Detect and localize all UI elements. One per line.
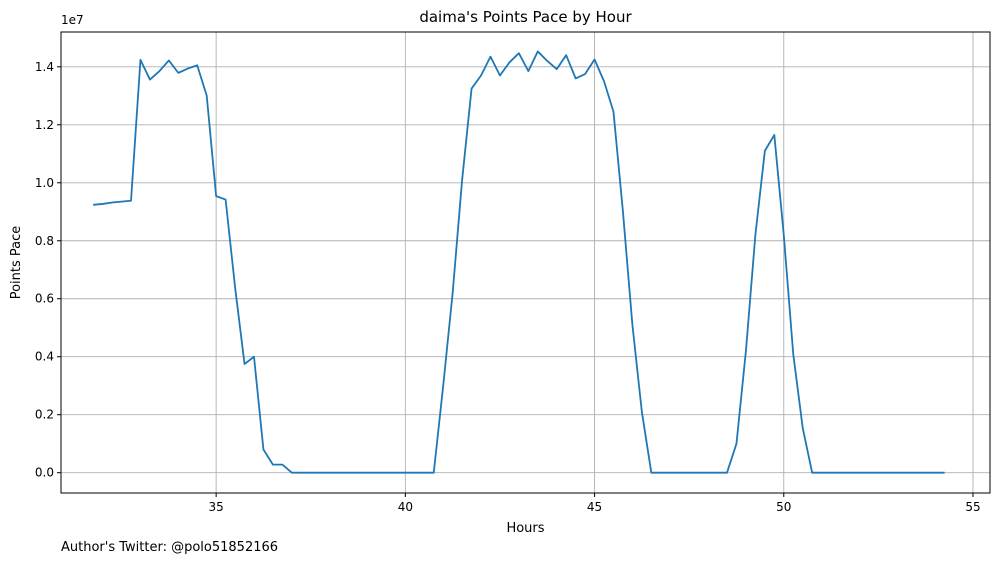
y-tick-label: 0.8 xyxy=(35,234,54,248)
x-tick-label: 40 xyxy=(398,500,413,514)
author-credit: Author's Twitter: @polo51852166 xyxy=(61,540,278,555)
y-tick-label: 1.0 xyxy=(35,176,54,190)
y-tick-label: 0.0 xyxy=(35,466,54,480)
y-tick-label: 1.4 xyxy=(35,60,54,74)
y-axis-title: Points Pace xyxy=(9,226,24,300)
y-tick-label: 0.2 xyxy=(35,408,54,422)
y-axis-scale-label: 1e7 xyxy=(61,13,84,27)
data-series-layer xyxy=(93,50,945,474)
x-tick-label: 35 xyxy=(209,500,224,514)
x-axis-title: Hours xyxy=(506,521,544,536)
y-tick-label: 1.2 xyxy=(35,118,54,132)
grid xyxy=(61,32,990,493)
axis-ticks: 35 40 45 50 55 0.0 0.2 0.4 0.6 0.8 1.0 1.2 1.4 xyxy=(35,60,981,514)
y-tick-label: 0.6 xyxy=(35,292,54,306)
x-tick-label: 45 xyxy=(587,500,602,514)
y-scale-text: 1e7 xyxy=(61,13,84,27)
series-line-0 xyxy=(93,50,945,474)
plot-area-frame xyxy=(60,31,991,494)
x-tick-label: 50 xyxy=(776,500,791,514)
chart-title: daima's Points Pace by Hour xyxy=(419,8,632,26)
x-tick-label: 55 xyxy=(965,500,980,514)
y-tick-label: 0.4 xyxy=(35,350,54,364)
